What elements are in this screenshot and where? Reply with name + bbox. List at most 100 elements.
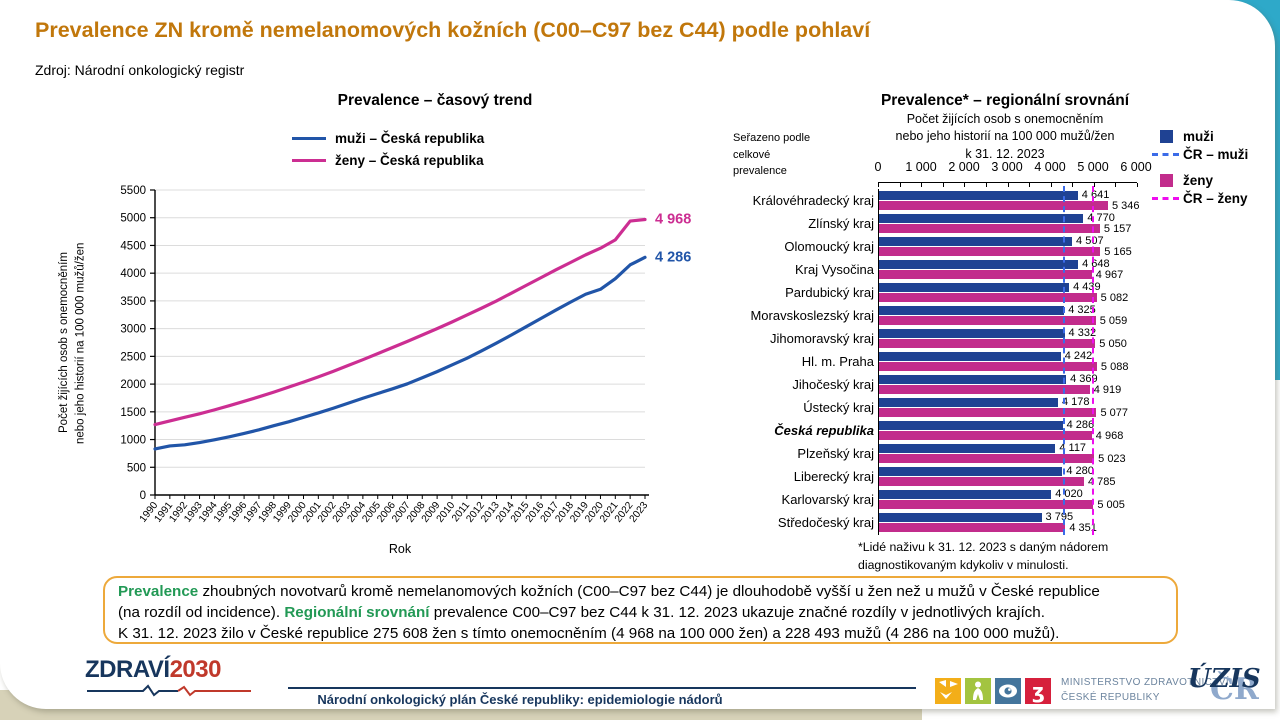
x-tick-label: 3 000 bbox=[991, 160, 1023, 174]
x-tick-label: 4 000 bbox=[1034, 160, 1066, 174]
men-value-label: 4 286 bbox=[1066, 419, 1095, 431]
legend-item-men: muži bbox=[1152, 127, 1248, 145]
men-bar bbox=[879, 352, 1061, 361]
category-label: Moravskoslezský kraj bbox=[750, 308, 874, 323]
men-value-label: 4 280 bbox=[1066, 465, 1094, 477]
footer-plan-text: Národní onkologický plán České republiky… bbox=[317, 692, 723, 707]
x-tick-label: 1 000 bbox=[905, 160, 937, 174]
bar-chart-x-axis-line bbox=[878, 182, 1138, 188]
women-bar bbox=[879, 224, 1100, 233]
men-value-label: 3 795 bbox=[1045, 511, 1074, 523]
bar-chart-bars-area: 4 641 5 346 4 770 5 157 4 507 5 165 4 648 4 967… bbox=[878, 186, 1140, 535]
men-value-label: 4 117 bbox=[1059, 442, 1087, 454]
summary-segment: Prevalence bbox=[118, 583, 199, 600]
men-value-label: 4 020 bbox=[1055, 488, 1083, 500]
bar-row: 4 020 5 005 bbox=[879, 488, 1136, 511]
line-chart-legend: muži – Česká republika ženy – Česká repu… bbox=[292, 131, 484, 175]
ministry-logo-yellow-icon bbox=[935, 677, 961, 704]
footnote-line: *Lidé naživu k 31. 12. 2023 s daným nádo… bbox=[858, 540, 1109, 554]
footer-divider-line bbox=[288, 687, 916, 689]
men-value-label: 4 332 bbox=[1068, 327, 1097, 339]
men-value-label: 4 770 bbox=[1087, 212, 1115, 224]
bar-chart-category-labels: Královéhradecký kraj Zlínský kraj Olomouck… bbox=[718, 189, 874, 534]
legend-label: muži – Česká republika bbox=[335, 131, 485, 146]
women-bar bbox=[879, 523, 1066, 532]
women-value-label: 5 050 bbox=[1099, 337, 1127, 350]
men-value-label: 4 325 bbox=[1068, 304, 1096, 316]
bar-row: 4 325 5 059 bbox=[879, 304, 1136, 327]
women-bar bbox=[879, 431, 1092, 440]
reference-line bbox=[1062, 186, 1065, 535]
category-label: Královéhradecký kraj bbox=[752, 193, 874, 208]
svg-text:2000: 2000 bbox=[120, 379, 146, 391]
uzis-logo-front-text: ÚZIS bbox=[1188, 664, 1261, 694]
men-value-label: 4 641 bbox=[1081, 189, 1110, 201]
bar-chart-x-axis-ticks: 0 1 000 2 000 3 000 4 000 5 000 6 000 bbox=[875, 160, 1152, 176]
men-bar bbox=[879, 513, 1042, 522]
bar-chart-subtitle: Počet žijících osob s onemocněním nebo j… bbox=[800, 111, 1210, 163]
category-label: Česká republika bbox=[774, 423, 874, 438]
women-value-label: 4 968 bbox=[1095, 429, 1124, 442]
svg-text:500: 500 bbox=[127, 462, 146, 474]
summary-segment: (na rozdíl od incidence). bbox=[118, 603, 285, 621]
svg-text:3500: 3500 bbox=[120, 296, 146, 308]
legend-item-women: ženy bbox=[1152, 171, 1248, 189]
men-value-label: 4 178 bbox=[1061, 396, 1090, 408]
women-bar bbox=[879, 201, 1108, 210]
x-tick-label: 2 000 bbox=[948, 160, 980, 174]
women-line-swatch bbox=[292, 158, 326, 163]
women-bar bbox=[879, 316, 1096, 325]
legend-item-women: ženy – Česká republika bbox=[292, 153, 484, 168]
women-value-label: 4 351 bbox=[1069, 521, 1097, 534]
category-label: Zlínský kraj bbox=[808, 216, 874, 231]
svg-text:1000: 1000 bbox=[120, 435, 146, 447]
men-value-label: 4 242 bbox=[1064, 350, 1093, 362]
summary-segment: Regionální srovnání bbox=[284, 603, 430, 621]
legend-label: ČR – ženy bbox=[1183, 190, 1248, 206]
svg-text:2500: 2500 bbox=[120, 351, 146, 363]
logo-text-zdravi: ZDRAVÍ bbox=[85, 656, 170, 683]
reference-line bbox=[1091, 186, 1094, 535]
legend-label: ženy bbox=[1183, 172, 1214, 188]
x-tick-label: 6 000 bbox=[1120, 160, 1152, 174]
bar-row: 4 280 4 785 bbox=[879, 465, 1136, 488]
zdravi-2030-logo: ZDRAVÍ2030 bbox=[85, 656, 255, 703]
ministry-of-health-logo: ʒ MINISTERSTVO ZDRAVOTNICTVÍ ČESKÉ REPUB… bbox=[935, 676, 1229, 705]
bar-row: 3 795 4 351 bbox=[879, 511, 1136, 534]
men-reference-dash-swatch bbox=[1152, 152, 1179, 156]
men-value-label: 4 369 bbox=[1070, 373, 1098, 385]
bar-chart-footnote: *Lidé naživu k 31. 12. 2023 s daným nádo… bbox=[858, 539, 1198, 575]
summary-segment: prevalence C00–C97 bez C44 k 31. 12. 202… bbox=[429, 603, 1045, 621]
legend-label: muži bbox=[1183, 128, 1214, 144]
svg-text:4500: 4500 bbox=[120, 240, 146, 252]
men-bar bbox=[879, 444, 1056, 453]
x-tick-label: 5 000 bbox=[1077, 160, 1109, 174]
ministry-line1: MINISTERSTVO ZDRAVOTNICTVÍ bbox=[1061, 677, 1229, 688]
men-line-swatch bbox=[292, 136, 326, 141]
bar-row: 4 369 4 919 bbox=[879, 373, 1136, 396]
women-bar bbox=[879, 293, 1097, 302]
women-value-label: 5 165 bbox=[1104, 245, 1132, 258]
category-label: Středočeský kraj bbox=[777, 515, 874, 530]
men-bar bbox=[879, 375, 1067, 384]
summary-segment: K 31. 12. 2023 žilo v České republice 27… bbox=[118, 624, 1060, 642]
men-bar bbox=[879, 398, 1058, 407]
svg-text:1500: 1500 bbox=[120, 407, 146, 419]
men-bar bbox=[879, 490, 1052, 499]
ministry-logo-green-icon bbox=[965, 677, 991, 704]
svg-text:3000: 3000 bbox=[120, 324, 146, 336]
bar-row: 4 178 5 077 bbox=[879, 396, 1136, 419]
women-reference-dash-swatch bbox=[1152, 196, 1179, 200]
men-bar bbox=[879, 214, 1084, 223]
men-value-label: 4 648 bbox=[1082, 258, 1110, 270]
women-bar bbox=[879, 454, 1095, 463]
legend-label: ČR – muži bbox=[1183, 146, 1249, 162]
ministry-line2: ČESKÉ REPUBLIKY bbox=[1061, 691, 1160, 703]
summary-line: K 31. 12. 2023 žilo v České republice 27… bbox=[118, 624, 1163, 645]
bar-row: 4 439 5 082 bbox=[879, 281, 1136, 304]
men-bar bbox=[879, 421, 1063, 430]
summary-text-box: Prevalence zhoubných novotvarů kromě nem… bbox=[103, 576, 1178, 644]
ministry-logo-text: MINISTERSTVO ZDRAVOTNICTVÍ ČESKÉ REPUBLI… bbox=[1061, 676, 1229, 705]
